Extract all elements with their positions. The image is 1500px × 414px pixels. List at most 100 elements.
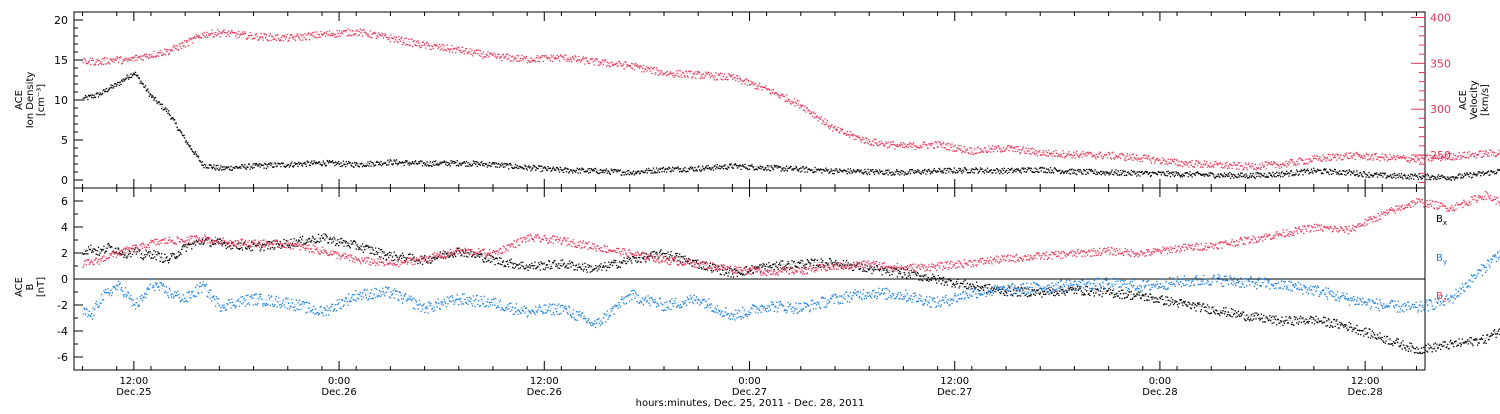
- bx-point: [226, 248, 227, 249]
- density-point: [1333, 171, 1334, 172]
- density-point: [613, 172, 614, 173]
- velocity-point: [168, 54, 169, 55]
- density-point: [1306, 170, 1307, 171]
- density-point: [956, 170, 957, 171]
- velocity-point: [275, 35, 276, 36]
- bx-point: [196, 240, 197, 241]
- density-point: [1115, 172, 1116, 173]
- velocity-point: [893, 141, 894, 142]
- velocity-point: [427, 45, 428, 46]
- velocity-point: [116, 56, 117, 57]
- velocity-point: [1004, 151, 1005, 152]
- bx-point: [151, 257, 152, 258]
- density-point: [220, 165, 221, 166]
- density-point: [351, 165, 352, 166]
- bx-point: [195, 244, 196, 245]
- velocity-point: [839, 132, 840, 133]
- velocity-point: [1265, 161, 1266, 162]
- density-point: [1272, 176, 1273, 177]
- velocity-point: [1459, 159, 1460, 160]
- density-point: [764, 168, 765, 169]
- density-point: [943, 172, 944, 173]
- velocity-point: [563, 57, 564, 58]
- density-point: [1181, 175, 1182, 176]
- density-point: [909, 169, 910, 170]
- density-point: [713, 170, 714, 171]
- bx-point: [356, 248, 357, 249]
- bx-point: [526, 265, 527, 266]
- velocity-point: [773, 89, 774, 90]
- density-point: [1222, 175, 1223, 176]
- velocity-point: [557, 58, 558, 59]
- velocity-point: [1228, 166, 1229, 167]
- velocity-point: [1423, 158, 1424, 159]
- density-point: [194, 152, 195, 153]
- density-point: [337, 163, 338, 164]
- density-point: [832, 173, 833, 174]
- velocity-point: [331, 33, 332, 34]
- velocity-point: [846, 135, 847, 136]
- density-point: [1008, 172, 1009, 173]
- bx-point: [249, 248, 250, 249]
- bx-point: [582, 264, 583, 265]
- bx-point: [667, 251, 668, 252]
- velocity-point: [1142, 161, 1143, 162]
- velocity-point: [1280, 164, 1281, 165]
- velocity-point: [978, 146, 979, 147]
- velocity-point: [735, 80, 736, 81]
- density-point: [493, 162, 494, 163]
- density-point: [501, 163, 502, 164]
- velocity-point: [765, 85, 766, 86]
- velocity-point: [1096, 154, 1097, 155]
- velocity-point: [601, 61, 602, 62]
- velocity-point: [1185, 161, 1186, 162]
- velocity-point: [1322, 155, 1323, 156]
- velocity-point: [686, 71, 687, 72]
- bx-point: [183, 244, 184, 245]
- density-point: [505, 163, 506, 164]
- density-point: [1043, 172, 1044, 173]
- density-point: [988, 171, 989, 172]
- velocity-point: [139, 56, 140, 57]
- velocity-point: [313, 35, 314, 36]
- velocity-point: [483, 51, 484, 52]
- velocity-point: [153, 57, 154, 58]
- density-point: [354, 162, 355, 163]
- velocity-point: [1432, 157, 1433, 158]
- bx-point: [381, 249, 382, 250]
- density-point: [853, 169, 854, 170]
- velocity-point: [1146, 157, 1147, 158]
- density-point: [169, 114, 170, 115]
- velocity-point: [320, 37, 321, 38]
- velocity-point: [1031, 154, 1032, 155]
- velocity-point: [303, 34, 304, 35]
- velocity-point: [911, 147, 912, 148]
- density-point: [491, 164, 492, 165]
- bx-point: [103, 249, 104, 250]
- density-point: [1002, 173, 1003, 174]
- velocity-point: [506, 54, 507, 55]
- density-point: [971, 170, 972, 171]
- bx-point: [350, 247, 351, 248]
- velocity-point: [1352, 157, 1353, 158]
- velocity-point: [342, 33, 343, 34]
- velocity-point: [570, 57, 571, 58]
- velocity-point: [457, 49, 458, 50]
- bx-point: [144, 254, 145, 255]
- bx-point: [498, 263, 499, 264]
- velocity-point: [336, 36, 337, 37]
- velocity-point: [1071, 157, 1072, 158]
- velocity-point: [473, 53, 474, 54]
- velocity-point: [420, 47, 421, 48]
- bx-point: [127, 255, 128, 256]
- velocity-point: [761, 89, 762, 90]
- velocity-point: [1170, 159, 1171, 160]
- velocity-point: [872, 140, 873, 141]
- field-tick-label: -2: [57, 299, 68, 312]
- density-point: [1482, 171, 1483, 172]
- density-point: [1400, 177, 1401, 178]
- velocity-point: [485, 57, 486, 58]
- density-point: [263, 165, 264, 166]
- bx-point: [468, 252, 469, 253]
- bx-point: [568, 267, 569, 268]
